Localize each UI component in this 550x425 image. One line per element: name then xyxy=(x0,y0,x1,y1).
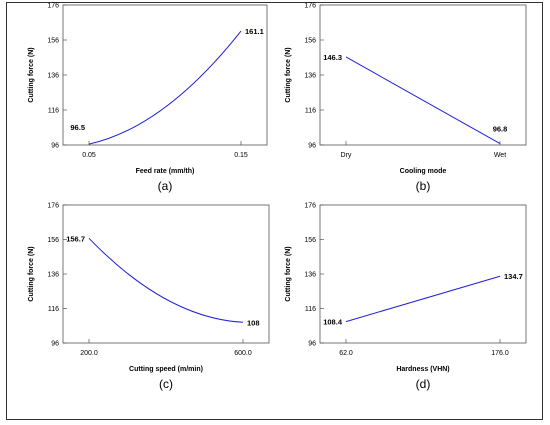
y-tick-label: 136 xyxy=(47,272,59,279)
y-axis-label: Cutting force (N) xyxy=(28,246,35,301)
y-tick-label: 136 xyxy=(304,272,316,279)
y-tick-label: 156 xyxy=(47,237,59,244)
figure-frame xyxy=(6,2,543,420)
plot-area xyxy=(62,4,268,146)
x-axis-label: Cooling mode xyxy=(400,168,447,175)
y-tick-label: 176 xyxy=(304,203,316,210)
series-line xyxy=(345,275,501,323)
y-tick-label: 116 xyxy=(48,108,59,115)
data-label: 96.5 xyxy=(70,123,85,132)
series-line xyxy=(88,237,244,323)
y-tick-label: 96 xyxy=(308,341,316,348)
data-label: 146.3 xyxy=(323,53,342,62)
x-axis-label: Feed rate (mm/th) xyxy=(136,168,195,175)
data-label: 134.7 xyxy=(504,272,523,281)
y-tick-label: 96 xyxy=(308,143,316,150)
x-tick-label: 200.0 xyxy=(80,350,98,357)
x-tick-label: 0.05 xyxy=(82,152,96,159)
panel-caption: (b) xyxy=(416,179,431,193)
y-tick-label: 136 xyxy=(304,73,316,80)
data-label: 96.8 xyxy=(493,125,508,134)
panel-caption: (d) xyxy=(416,377,431,391)
plot-area xyxy=(319,204,527,344)
x-tick-label: 0.15 xyxy=(234,152,248,159)
x-axis-label: Hardness (VHN) xyxy=(396,366,449,373)
y-axis-label: Cutting force (N) xyxy=(28,47,35,102)
y-tick-label: 136 xyxy=(47,73,59,80)
y-tick-label: 116 xyxy=(48,306,59,313)
data-label: 108.4 xyxy=(323,318,343,327)
panel-caption: (a) xyxy=(158,179,173,193)
y-tick-label: 96 xyxy=(51,143,59,150)
y-tick-label: 156 xyxy=(304,38,316,45)
y-tick-label: 156 xyxy=(304,237,316,244)
y-tick-label: 176 xyxy=(47,203,59,210)
data-label: 156.7 xyxy=(66,234,85,243)
y-tick-label: 176 xyxy=(304,3,316,10)
panel-caption: (c) xyxy=(159,377,173,391)
series-line xyxy=(345,56,501,145)
x-tick-label: 62.0 xyxy=(339,350,353,357)
x-tick-label: 600.0 xyxy=(234,350,252,357)
data-label: 108 xyxy=(247,318,260,327)
y-axis-label: Cutting force (N) xyxy=(285,47,292,102)
series-line xyxy=(88,30,242,145)
y-tick-label: 156 xyxy=(47,38,59,45)
y-axis-label: Cutting force (N) xyxy=(285,246,292,301)
y-tick-label: 96 xyxy=(51,341,59,348)
data-label: 161.1 xyxy=(245,27,264,36)
y-tick-label: 176 xyxy=(47,3,59,10)
x-axis-label: Cutting speed (m/min) xyxy=(129,366,203,373)
x-tick-label: Wet xyxy=(494,152,506,159)
y-tick-label: 116 xyxy=(305,306,316,313)
x-tick-label: Dry xyxy=(341,152,352,159)
y-tick-label: 116 xyxy=(305,108,316,115)
x-tick-label: 176.0 xyxy=(491,350,509,357)
